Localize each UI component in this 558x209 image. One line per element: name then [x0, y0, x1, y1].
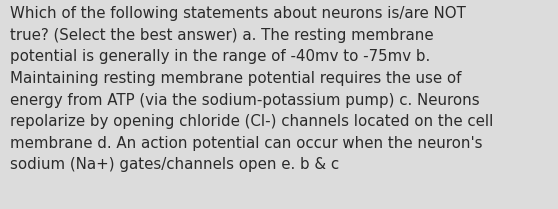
Text: Which of the following statements about neurons is/are NOT
true? (Select the bes: Which of the following statements about … [10, 6, 493, 172]
